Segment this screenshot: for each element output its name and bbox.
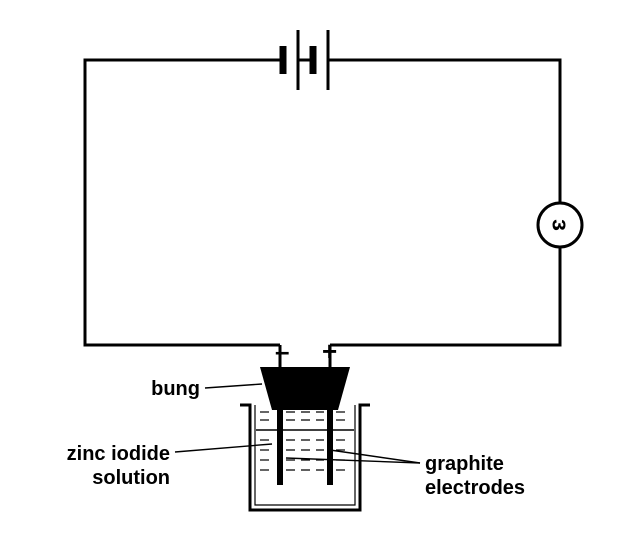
solution-label-1: zinc iodide — [67, 443, 170, 465]
cathode-sign: – — [275, 336, 289, 366]
solution-label-2: solution — [92, 467, 170, 489]
bung-leader — [205, 384, 262, 388]
electrodes-label-2: electrodes — [425, 477, 525, 499]
beaker-outline — [240, 405, 370, 510]
electrodes-label-1: graphite — [425, 453, 504, 475]
bung — [260, 367, 350, 410]
solution-leader — [175, 444, 272, 452]
electrolysis-circuit-diagram: з–+bungzinc iodidesolutiongraphiteelectr… — [0, 0, 630, 557]
wire-top-right — [335, 60, 560, 203]
bulb-glyph: з — [547, 219, 574, 231]
wire-bottom-right — [330, 247, 560, 345]
bung-label: bung — [151, 378, 200, 400]
wire-left — [85, 60, 280, 345]
